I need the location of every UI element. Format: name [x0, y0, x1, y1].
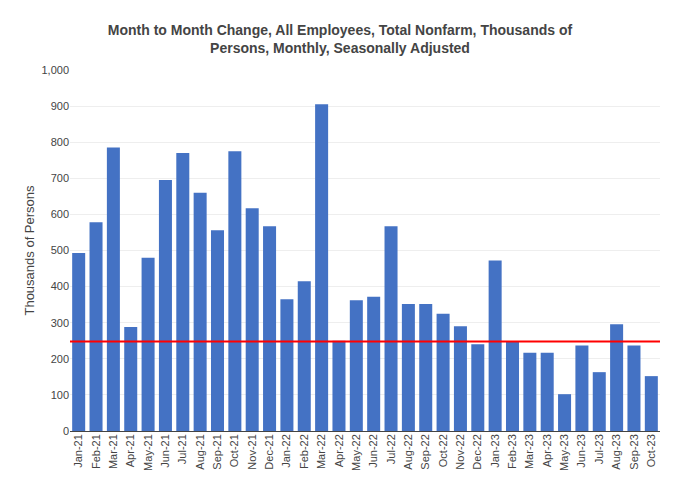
- svg-text:700: 700: [51, 172, 69, 184]
- svg-text:0: 0: [63, 425, 69, 437]
- svg-text:Jul-23: Jul-23: [593, 434, 605, 464]
- svg-text:Month to Month Change, All Emp: Month to Month Change, All Employees, To…: [108, 22, 573, 56]
- svg-text:1,000: 1,000: [41, 64, 69, 76]
- svg-text:Jun-23: Jun-23: [575, 434, 587, 468]
- svg-text:Mar-23: Mar-23: [523, 434, 535, 469]
- svg-text:200: 200: [51, 353, 69, 365]
- svg-text:May-23: May-23: [558, 434, 570, 471]
- svg-text:Jul-21: Jul-21: [176, 434, 188, 464]
- svg-text:Jul-22: Jul-22: [385, 434, 397, 464]
- svg-text:Thousands of Persons: Thousands of Persons: [22, 185, 37, 316]
- svg-text:May-21: May-21: [142, 434, 154, 471]
- svg-text:Jan-23: Jan-23: [489, 434, 501, 468]
- svg-text:Nov-21: Nov-21: [246, 434, 258, 469]
- svg-text:Dec-22: Dec-22: [471, 434, 483, 469]
- svg-text:Apr-22: Apr-22: [333, 434, 345, 467]
- svg-text:Jan-21: Jan-21: [72, 434, 84, 468]
- svg-text:600: 600: [51, 208, 69, 220]
- svg-text:400: 400: [51, 280, 69, 292]
- svg-text:Mar-21: Mar-21: [107, 434, 119, 469]
- svg-text:300: 300: [51, 317, 69, 329]
- svg-text:Jan-22: Jan-22: [280, 434, 292, 468]
- svg-text:Aug-21: Aug-21: [194, 434, 206, 469]
- svg-text:Jun-21: Jun-21: [159, 434, 171, 468]
- svg-text:Apr-21: Apr-21: [124, 434, 136, 467]
- svg-text:Jun-22: Jun-22: [367, 434, 379, 468]
- svg-text:Aug-23: Aug-23: [610, 434, 622, 469]
- svg-text:Oct-22: Oct-22: [437, 434, 449, 467]
- svg-text:900: 900: [51, 100, 69, 112]
- svg-text:Sep-22: Sep-22: [419, 434, 431, 469]
- svg-text:Feb-23: Feb-23: [506, 434, 518, 469]
- svg-text:500: 500: [51, 244, 69, 256]
- svg-text:Feb-22: Feb-22: [298, 434, 310, 469]
- svg-text:Dec-21: Dec-21: [263, 434, 275, 469]
- svg-text:Sep-23: Sep-23: [628, 434, 640, 469]
- svg-text:100: 100: [51, 389, 69, 401]
- svg-text:Aug-22: Aug-22: [402, 434, 414, 469]
- svg-text:Nov-22: Nov-22: [454, 434, 466, 469]
- svg-text:Oct-21: Oct-21: [228, 434, 240, 467]
- svg-text:Sep-21: Sep-21: [211, 434, 223, 469]
- svg-text:Feb-21: Feb-21: [90, 434, 102, 469]
- svg-text:Apr-23: Apr-23: [541, 434, 553, 467]
- svg-text:Mar-22: Mar-22: [315, 434, 327, 469]
- svg-text:800: 800: [51, 136, 69, 148]
- svg-text:Oct-23: Oct-23: [645, 434, 657, 467]
- svg-text:May-22: May-22: [350, 434, 362, 471]
